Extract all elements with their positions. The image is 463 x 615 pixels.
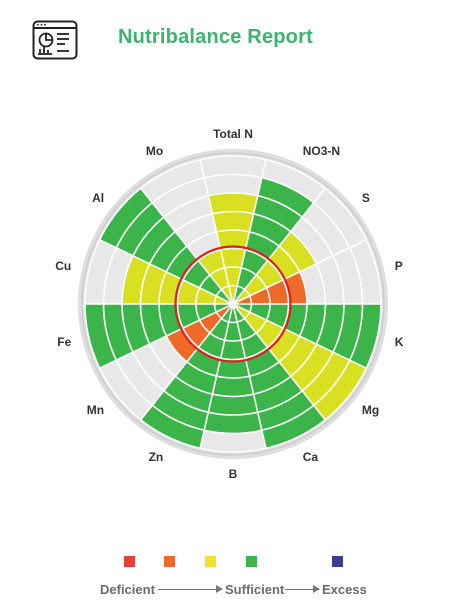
axis-label-k: K [395, 335, 404, 349]
grid-spoke [140, 187, 234, 305]
axis-label-mg: Mg [362, 403, 379, 417]
axis-label-al: Al [92, 191, 104, 205]
chart-halo-ring [81, 152, 385, 456]
legend-swatches [0, 552, 463, 572]
axis-label-fe: Fe [57, 335, 71, 349]
legend-arrow-2 [285, 585, 320, 593]
polar-chart-svg: Total N NO3-N S P K Mg Ca B Zn Mn Fe Cu Al Mo [55, 127, 404, 481]
axis-label-zn: Zn [149, 450, 164, 464]
legend-excess-label: Excess [322, 582, 367, 597]
axis-label-b: B [229, 467, 238, 481]
legend-swatch-low [205, 556, 216, 567]
legend-scale: Deficient Sufficient Excess [0, 578, 463, 602]
threshold-ring [174, 245, 292, 363]
bar-fe [85, 304, 233, 369]
axis-label-cu: Cu [55, 259, 71, 273]
grid-spoke [232, 159, 267, 305]
report-header: Nutribalance Report [0, 0, 463, 80]
grid-spoke [232, 303, 267, 449]
bar-zn [140, 304, 233, 449]
legend-swatch-sufficient [246, 556, 257, 567]
grid-spoke [232, 239, 367, 305]
grid-spoke [99, 239, 234, 305]
report-dashboard-icon [32, 20, 78, 60]
axis-label-total-n: Total N [213, 127, 253, 141]
grid-spoke [232, 303, 326, 421]
bar-k [233, 304, 381, 369]
legend-sufficient-label: Sufficient [225, 582, 285, 597]
grid-spoke [140, 303, 234, 421]
bar-mo [198, 249, 233, 304]
axis-label-ca: Ca [303, 450, 319, 464]
legend-swatch-deficient [124, 556, 135, 567]
page-title: Nutribalance Report [118, 26, 313, 48]
legend-arrow-1 [158, 585, 223, 593]
axis-label-mo: Mo [146, 144, 163, 158]
grid-spoke [232, 303, 367, 369]
axis-label-mn: Mn [87, 403, 104, 417]
grid-spoke [199, 303, 234, 449]
bar-ca [233, 304, 326, 449]
grid-spoke [199, 159, 234, 305]
bar-cu [122, 255, 233, 304]
bar-al [99, 188, 233, 304]
legend-swatch-deficient-moderate [164, 556, 175, 567]
bar-mg [233, 304, 367, 420]
bar-mn [166, 304, 233, 362]
nutrient-polar-chart: Total N NO3-N S P K Mg Ca B Zn Mn Fe Cu Al Mo [0, 110, 463, 490]
grid-spoke [99, 303, 234, 369]
grid-spoke [232, 187, 326, 305]
axis-label-p: P [395, 259, 403, 273]
bar-b [204, 304, 262, 434]
legend-swatch-excess [332, 556, 343, 567]
axis-label-s: S [362, 191, 370, 205]
legend-deficient-label: Deficient [100, 582, 155, 597]
axis-label-no3-n: NO3-N [303, 144, 340, 158]
